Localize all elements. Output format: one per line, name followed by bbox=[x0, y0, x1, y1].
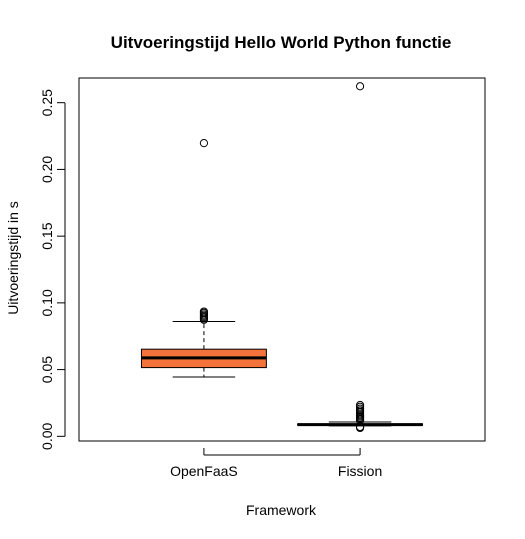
outlier-point bbox=[355, 400, 365, 410]
y-axis-label: Uitvoeringstijd in s bbox=[5, 201, 21, 315]
boxes bbox=[140, 82, 424, 433]
y-tick-label: 0.15 bbox=[39, 222, 55, 249]
y-axis: 0.00 0.05 0.10 0.15 0.20 0.25 bbox=[39, 89, 66, 450]
box-openfaas bbox=[140, 139, 267, 378]
chart-title: Uitvoeringstijd Hello World Python funct… bbox=[111, 33, 452, 52]
plot-frame bbox=[78, 77, 486, 442]
x-axis: OpenFaaS Fission bbox=[170, 448, 382, 479]
outlier-point bbox=[355, 82, 365, 91]
x-tick-label: Fission bbox=[338, 463, 382, 479]
x-axis-label: Framework bbox=[246, 502, 317, 518]
outlier-point bbox=[199, 139, 209, 148]
y-tick-label: 0.05 bbox=[39, 356, 55, 383]
y-tick-label: 0.20 bbox=[39, 156, 55, 183]
y-tick-label: 0.25 bbox=[39, 89, 55, 116]
outlier-point bbox=[355, 422, 365, 432]
y-tick-label: 0.00 bbox=[39, 422, 55, 449]
x-tick-label: OpenFaaS bbox=[170, 463, 238, 479]
box-fission bbox=[297, 82, 424, 433]
outlier-point bbox=[199, 307, 209, 316]
y-tick-label: 0.10 bbox=[39, 289, 55, 316]
